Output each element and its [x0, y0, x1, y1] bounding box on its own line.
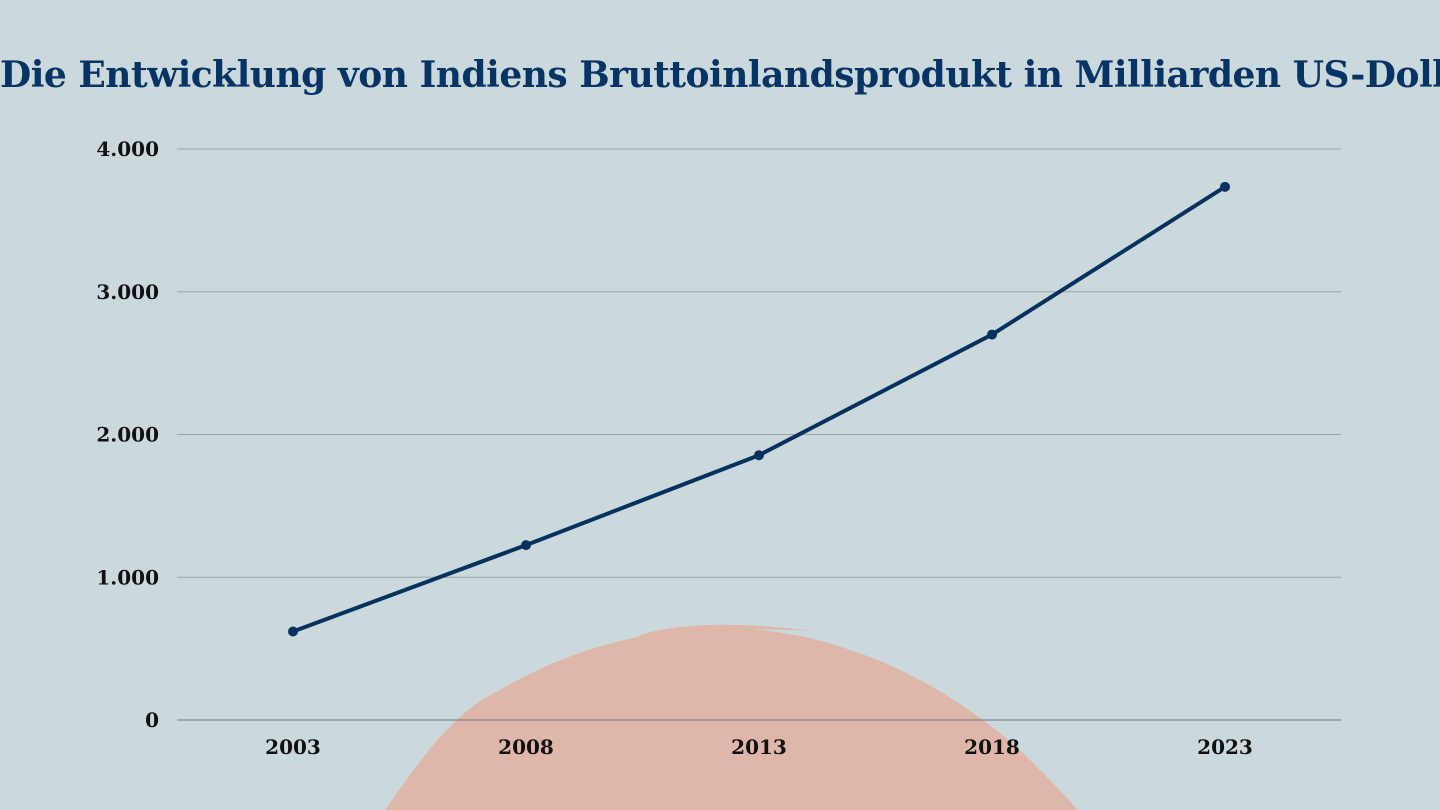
gridlines — [177, 148, 1341, 721]
data-point — [754, 450, 764, 461]
x-tick-label: 2008 — [498, 735, 554, 759]
data-point — [521, 540, 531, 551]
y-tick-label: 4.000 — [96, 137, 159, 161]
x-tick-label: 2018 — [964, 735, 1020, 759]
x-tick-label: 2023 — [1197, 735, 1253, 759]
background-decoration — [385, 624, 1077, 810]
brush-stroke-left — [553, 645, 610, 664]
y-tick-label: 3.000 — [96, 280, 159, 304]
series-line — [291, 184, 1227, 634]
y-tick-label: 0 — [145, 708, 159, 732]
data-point — [1220, 181, 1230, 192]
brush-blob-shape — [385, 628, 1077, 810]
chart-title: Die Entwicklung von Indiens Bruttoinland… — [0, 54, 1440, 96]
y-tick-label: 2.000 — [96, 423, 159, 447]
x-tick-label: 2003 — [265, 735, 321, 759]
x-tick-label: 2013 — [731, 735, 787, 759]
x-axis-ticks: 2003 2008 2013 2018 2023 — [265, 735, 1253, 759]
y-axis-ticks: 0 1.000 2.000 3.000 4.000 — [96, 137, 159, 732]
brush-stroke-top — [637, 624, 812, 636]
series — [288, 181, 1230, 637]
y-tick-label: 1.000 — [96, 565, 159, 589]
data-point — [987, 329, 997, 340]
data-point — [288, 626, 298, 637]
